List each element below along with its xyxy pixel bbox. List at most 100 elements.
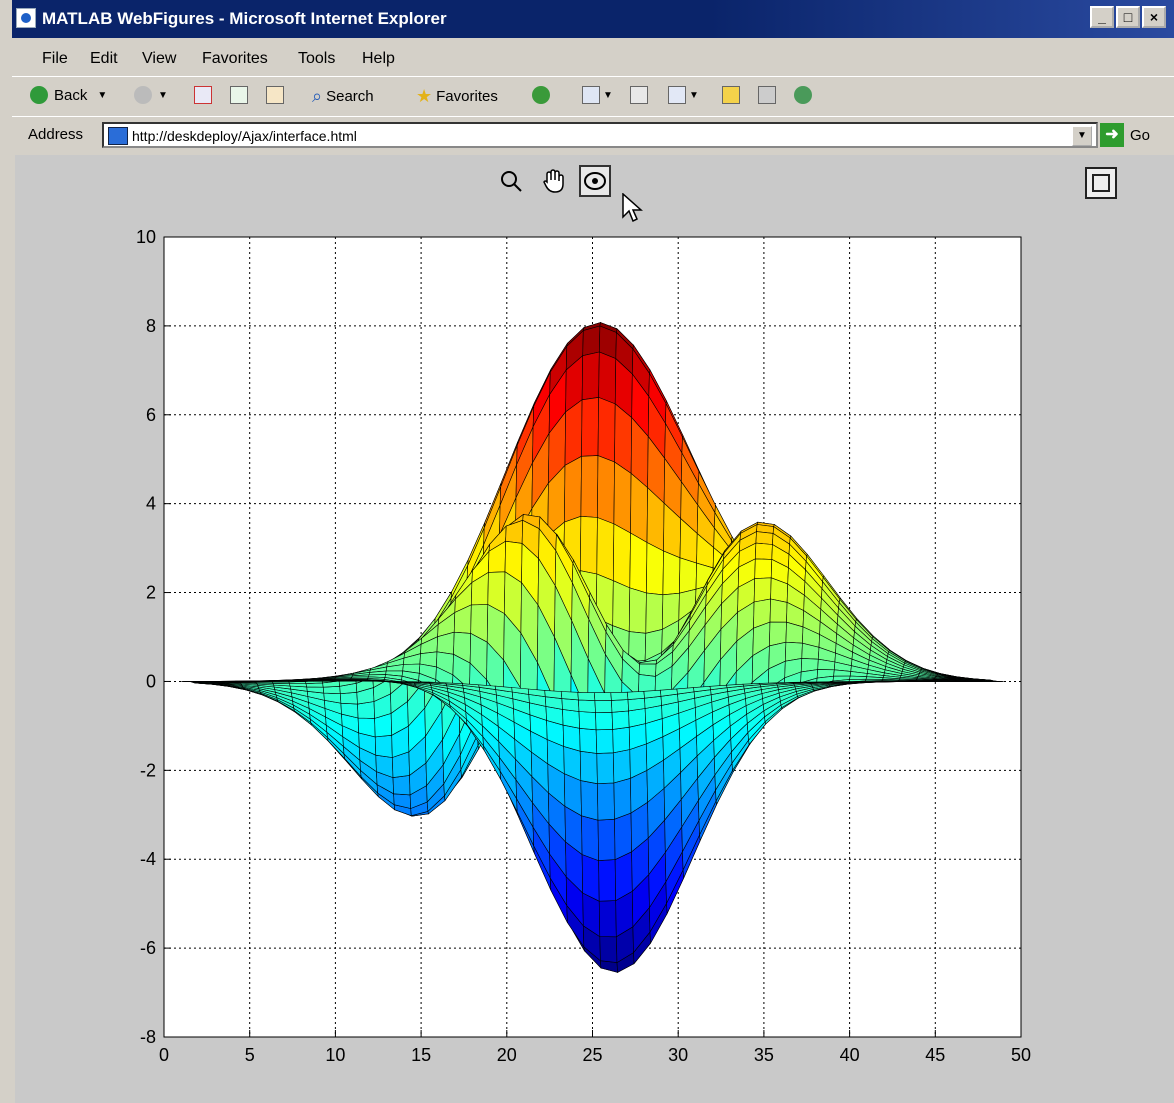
surface-patch [371, 661, 390, 672]
surface-patch [867, 678, 887, 681]
plot-area [163, 236, 1022, 1038]
surface-patch [391, 725, 410, 758]
surface-patch [389, 663, 408, 695]
surface-patch [293, 709, 313, 726]
surface-patch [691, 579, 710, 618]
surface-patch [620, 598, 639, 629]
address-dropdown-icon[interactable]: ▼ [1072, 126, 1092, 146]
surface-patch [846, 681, 866, 685]
stop-button[interactable] [194, 86, 212, 104]
rotate-3d-icon [584, 172, 606, 190]
surface-patch [491, 591, 510, 655]
surface-patch [258, 688, 277, 696]
surface-patch [391, 678, 410, 681]
mail-button[interactable]: ▼ [582, 86, 613, 104]
surface-patch [527, 635, 546, 663]
surface-patch [834, 652, 853, 667]
favorites-button[interactable]: ★ Favorites [416, 86, 498, 107]
surface-patch [489, 660, 508, 672]
address-input[interactable] [132, 126, 1052, 146]
surface-patch [553, 637, 572, 740]
surface-patch [472, 654, 491, 669]
search-button[interactable]: ⌕ Search [312, 86, 374, 107]
folder-button[interactable] [722, 86, 740, 104]
surface-patch [647, 787, 666, 839]
menu-view[interactable]: View [142, 50, 177, 67]
surface-patch [622, 650, 641, 665]
surface-patch [250, 682, 269, 686]
research-button[interactable] [758, 86, 776, 104]
maximize-button[interactable]: □ [1116, 6, 1140, 28]
surface-patch [634, 913, 653, 958]
surface-patch [613, 777, 632, 820]
surface-patch [701, 559, 720, 607]
surface-patch [562, 724, 581, 752]
close-button[interactable]: × [1142, 6, 1166, 28]
go-button[interactable]: ➜ Go [1100, 123, 1150, 147]
pan-tool-button[interactable] [537, 165, 569, 197]
surface-patch [666, 415, 685, 474]
surface-patch [499, 464, 517, 536]
zoom-tool-button[interactable] [495, 165, 527, 197]
surface-patch [967, 679, 985, 682]
surface-patch [600, 322, 618, 347]
surface-patch [270, 679, 288, 682]
surface-patch [652, 811, 670, 878]
page-content: 0 5 10 15 20 25 30 35 40 45 50 -8 -6 -4 -2 0 2 4 6 8 10 [15, 155, 1174, 1103]
menu-favorites[interactable]: Favorites [202, 50, 268, 67]
surface-patch [308, 701, 326, 718]
surface-patch [215, 682, 235, 685]
surface-patch [600, 340, 619, 381]
surface-patch [412, 681, 431, 684]
menu-help[interactable]: Help [362, 50, 395, 67]
surface-patch [540, 520, 558, 548]
forward-button[interactable]: ▼ [134, 86, 168, 104]
surface-patch [934, 677, 953, 680]
x-tick-label: 10 [325, 1045, 345, 1065]
rotate-tool-button[interactable] [579, 165, 611, 197]
surface-patch [644, 695, 662, 709]
surface-patch [648, 372, 667, 425]
surface-patch [688, 593, 707, 632]
surface-patch [638, 663, 657, 677]
refresh-button[interactable] [230, 86, 248, 104]
surface-patch [865, 673, 884, 679]
surface-patch [401, 638, 420, 661]
go-label: Go [1130, 126, 1151, 144]
surface-patch [597, 396, 616, 463]
surface-patch [717, 535, 735, 585]
edit-button[interactable]: ▼ [668, 86, 699, 104]
menu-file[interactable]: File [42, 50, 68, 67]
surface-patch [647, 395, 666, 460]
menu-edit[interactable]: Edit [90, 50, 118, 67]
print-button[interactable] [630, 86, 648, 104]
surface-patch [687, 642, 706, 662]
surface-patch [547, 464, 566, 537]
surface-patch [917, 680, 935, 682]
surface-patch [692, 584, 711, 621]
surface-patch [191, 681, 209, 683]
surface-patch [446, 685, 465, 693]
surface-patch [365, 679, 385, 682]
surface-patch [316, 692, 334, 704]
minimize-button[interactable]: _ [1090, 6, 1114, 28]
surface-patch [655, 643, 674, 665]
menu-tools[interactable]: Tools [298, 50, 336, 67]
surface-patch [341, 680, 360, 682]
surface-patch [556, 659, 575, 671]
surface-patch [641, 661, 659, 677]
address-field[interactable]: ▼ [102, 122, 1098, 148]
back-button[interactable]: Back ▼ [30, 86, 107, 104]
surface-patch [776, 683, 795, 688]
surface-patch [768, 641, 787, 670]
messenger-button[interactable] [794, 86, 818, 104]
fullscreen-icon[interactable] [1085, 167, 1117, 199]
surface-patch [388, 669, 407, 677]
surface-patch [347, 718, 366, 742]
surface-patch [318, 679, 337, 684]
history-button[interactable] [532, 86, 556, 104]
surface-patch [664, 422, 683, 483]
surface-patch [758, 524, 776, 535]
home-button[interactable] [266, 86, 284, 104]
surface-patch [481, 713, 500, 743]
